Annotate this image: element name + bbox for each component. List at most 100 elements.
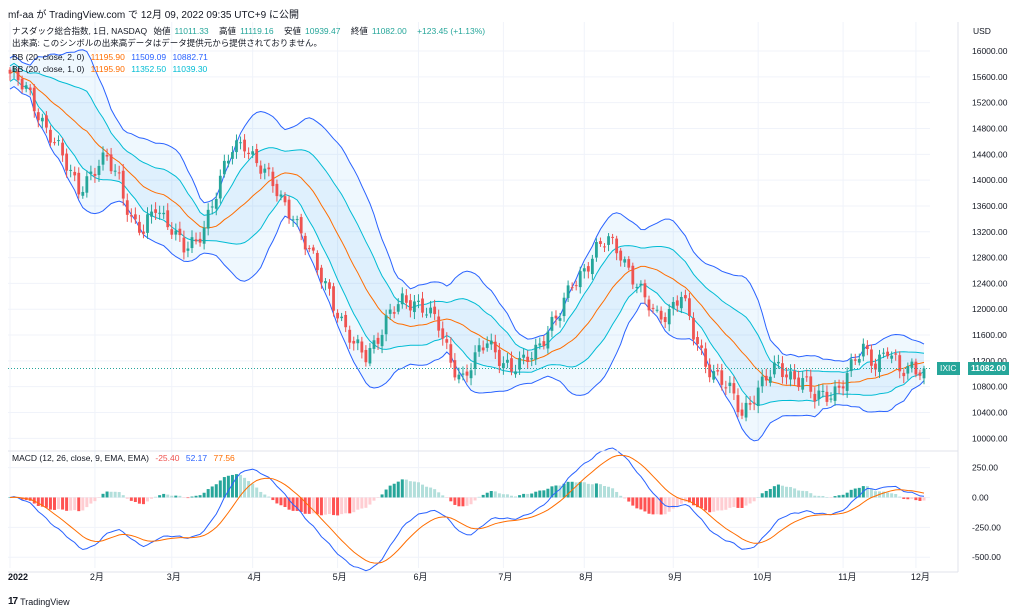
high-value: 11119.16	[240, 26, 274, 36]
candle-body	[918, 372, 922, 376]
candle-body	[914, 361, 918, 375]
candle-body	[425, 314, 428, 316]
currency-label: USD	[973, 26, 991, 36]
candle-body	[170, 229, 174, 235]
candle-body	[182, 237, 186, 253]
candle-body	[506, 359, 509, 363]
candle-body	[138, 221, 141, 233]
macd-hist-bar	[789, 487, 793, 498]
macd-hist-bar	[206, 489, 210, 498]
bb2-legend[interactable]: BB (20, close, 2, 0) 11195.90 11509.09 1…	[12, 52, 212, 63]
macd-tick-label: 250.00	[972, 463, 998, 473]
macd-hist-bar	[704, 497, 708, 511]
macd-hist-bar	[542, 490, 546, 498]
macd-tick-label: -250.00	[972, 522, 1001, 532]
macd-hist-bar	[117, 492, 121, 498]
macd-hist-bar	[239, 475, 243, 498]
macd-hist-bar	[582, 482, 586, 498]
macd-hist-bar	[323, 497, 327, 515]
candle-body	[20, 78, 24, 90]
candle-body	[117, 172, 121, 174]
macd-hist-bar	[174, 495, 178, 498]
candle-body	[700, 345, 703, 348]
macd-hist-bar	[918, 497, 922, 501]
macd-hist-bar	[902, 497, 906, 499]
price-tick-label: 10400.00	[972, 408, 1008, 418]
x-tick-label: 12月	[911, 572, 930, 582]
candle-body	[65, 153, 69, 171]
x-tick-label: 4月	[248, 572, 262, 582]
candle-body	[764, 375, 768, 381]
candle-body	[671, 301, 675, 309]
macd-hist-bar	[655, 497, 659, 515]
candle-body	[643, 283, 647, 298]
macd-hist-bar	[526, 493, 530, 498]
macd-hist-bar	[437, 492, 441, 498]
candle-body	[489, 340, 493, 345]
candle-body	[93, 173, 97, 176]
candle-body	[356, 339, 360, 344]
bb1-legend[interactable]: BB (20, close, 1, 0) 11195.90 11352.50 1…	[12, 64, 211, 75]
candle-body	[247, 152, 251, 154]
candle-body	[146, 214, 149, 233]
macd-hist-bar	[388, 485, 392, 498]
bb2-mid: 11195.90	[90, 52, 125, 62]
bb1-mid: 11195.90	[90, 64, 125, 74]
candle-body	[732, 383, 736, 394]
candle-body	[857, 359, 861, 363]
macd-hist-bar	[505, 494, 509, 498]
candle-body	[898, 355, 902, 372]
macd-hist-bar	[113, 491, 117, 498]
macd-hist-bar	[234, 474, 238, 498]
macd-lines	[9, 447, 925, 572]
macd-hist-bar	[465, 497, 469, 506]
price-tick-label: 14400.00	[972, 149, 1008, 159]
candle-body	[526, 356, 530, 362]
candle-body	[210, 206, 214, 208]
macd-hist-bar	[356, 497, 360, 510]
macd-legend[interactable]: MACD (12, 26, close, 9, EMA, EMA) -25.40…	[12, 453, 239, 464]
footer-brand[interactable]: 17 TradingView	[8, 596, 70, 607]
macd-hist-bar	[166, 494, 170, 498]
macd-hist-bar	[740, 497, 744, 508]
candle-body	[214, 199, 218, 209]
macd-histogram	[8, 474, 926, 516]
candle-body	[469, 370, 473, 379]
macd-hist-bar	[194, 495, 198, 498]
macd-hist-bar	[639, 497, 643, 510]
low-label: 安値	[284, 26, 302, 36]
candle-body	[813, 393, 817, 402]
candle-body	[348, 329, 352, 343]
macd-hist-bar	[700, 497, 704, 509]
candle-body	[133, 214, 137, 220]
macd-hist-bar	[522, 493, 526, 498]
candle-body	[49, 129, 52, 143]
candle-body	[461, 373, 465, 375]
macd-hist-bar	[566, 481, 570, 498]
macd-hist-bar	[93, 497, 97, 502]
candle-body	[344, 314, 348, 328]
candle-body	[57, 140, 60, 142]
macd-hist-bar	[453, 497, 457, 505]
candle-body	[360, 341, 364, 353]
candle-body	[295, 219, 299, 221]
candle-body	[421, 298, 424, 313]
macd-hist-bar	[473, 497, 477, 501]
candle-body	[392, 312, 396, 314]
candle-body	[81, 191, 85, 196]
macd-hist-bar	[400, 479, 404, 498]
candle-body	[510, 358, 513, 372]
macd-hist-bar	[671, 497, 675, 509]
macd-hist-bar	[538, 490, 542, 498]
price-tick-label: 11200.00	[972, 356, 1007, 366]
candle-body	[825, 391, 829, 402]
candle-body	[599, 241, 602, 244]
macd-hist-bar	[736, 497, 740, 508]
candle-body	[910, 361, 914, 368]
price-tick-label: 12000.00	[972, 304, 1008, 314]
macd-hist-bar	[696, 497, 700, 508]
bb1-fill-area	[10, 63, 924, 406]
candle-body	[777, 361, 780, 364]
candle-body	[235, 140, 238, 153]
